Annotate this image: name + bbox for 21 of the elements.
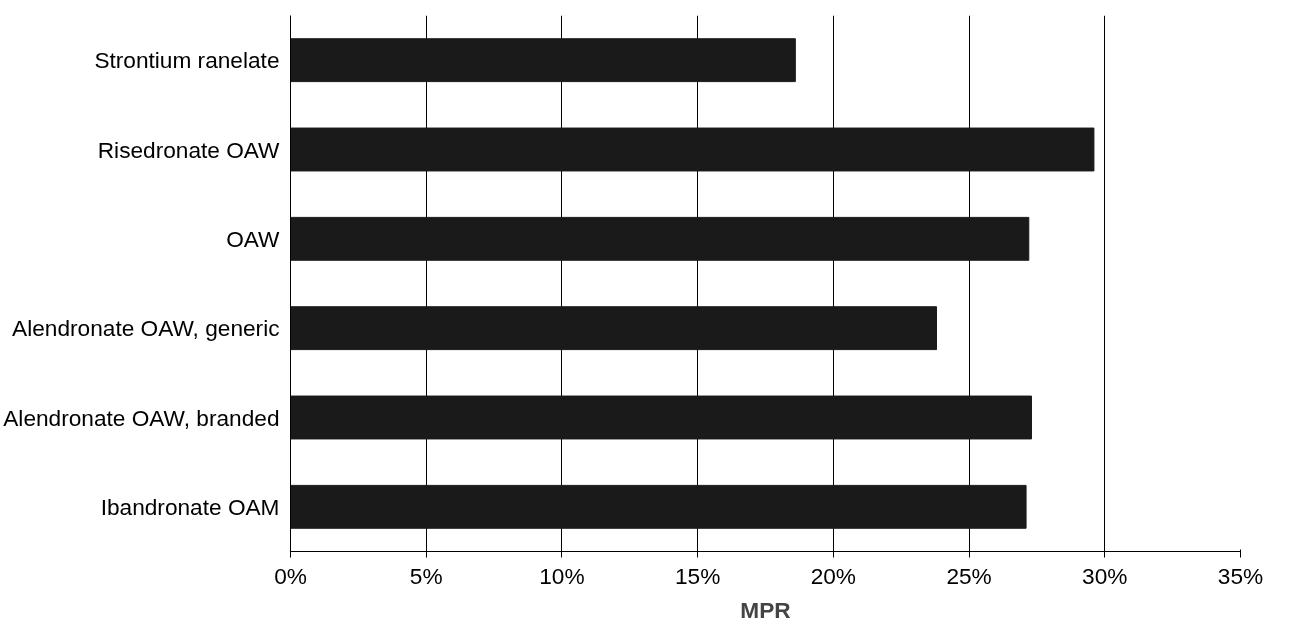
x-tick-label: 35% xyxy=(1217,562,1264,589)
y-tick-label: Ibandronate OAM xyxy=(100,493,280,520)
x-axis-title: MPR xyxy=(740,596,791,623)
y-tick-label: OAW xyxy=(226,225,281,252)
x-tick-label: 5% xyxy=(409,562,443,589)
y-tick-label: Strontium ranelate xyxy=(94,47,280,74)
bar xyxy=(290,216,1030,261)
x-tick-label: 25% xyxy=(946,562,992,589)
x-tick-label: 30% xyxy=(1082,562,1128,589)
x-tick-label: 10% xyxy=(539,562,585,589)
bar xyxy=(290,484,1027,529)
y-tick-label: Alendronate OAW, branded xyxy=(3,404,280,431)
bar xyxy=(290,38,796,83)
x-tick-label: 0% xyxy=(274,562,307,589)
y-tick-label: Alendronate OAW, generic xyxy=(12,315,280,342)
bar xyxy=(290,127,1095,172)
bar xyxy=(290,395,1032,440)
x-tick-label: 20% xyxy=(810,562,857,589)
y-tick-label: Risedronate OAW xyxy=(97,136,281,163)
x-tick-label: 15% xyxy=(674,562,721,589)
bar xyxy=(290,306,937,351)
